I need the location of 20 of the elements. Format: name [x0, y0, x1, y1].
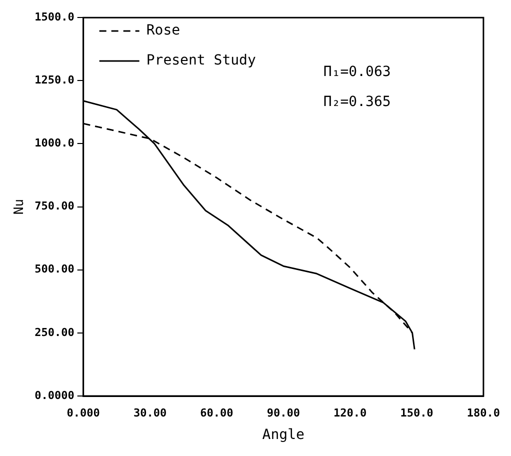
- y-tick-label: 1250.0: [34, 74, 74, 87]
- x-tick-label: 30.00: [133, 406, 167, 420]
- x-tick-label: 60.00: [200, 406, 234, 420]
- y-tick-label: 1000.0: [34, 136, 74, 150]
- annotation: Π₂=0.365: [323, 94, 391, 110]
- y-tick-label: 250.00: [34, 326, 74, 339]
- y-tick-label: 750.00: [34, 200, 74, 213]
- annotation: Π₁=0.063: [323, 64, 391, 80]
- x-tick-label: 150.0: [400, 406, 434, 420]
- x-tick-label: 0.000: [66, 406, 100, 420]
- x-tick-label: 90.00: [266, 406, 300, 420]
- y-tick-label: 1500.0: [34, 10, 74, 24]
- y-tick-label: 500.00: [34, 262, 74, 276]
- x-axis-title: Angle: [262, 427, 304, 444]
- y-axis-title: Nu: [12, 198, 28, 215]
- legend-label: Rose: [146, 22, 180, 39]
- legend-label: Present Study: [146, 52, 256, 69]
- x-tick-label: 180.0: [466, 406, 500, 420]
- x-tick-label: 120.0: [334, 406, 367, 420]
- y-tick-label: 0.0000: [34, 388, 74, 402]
